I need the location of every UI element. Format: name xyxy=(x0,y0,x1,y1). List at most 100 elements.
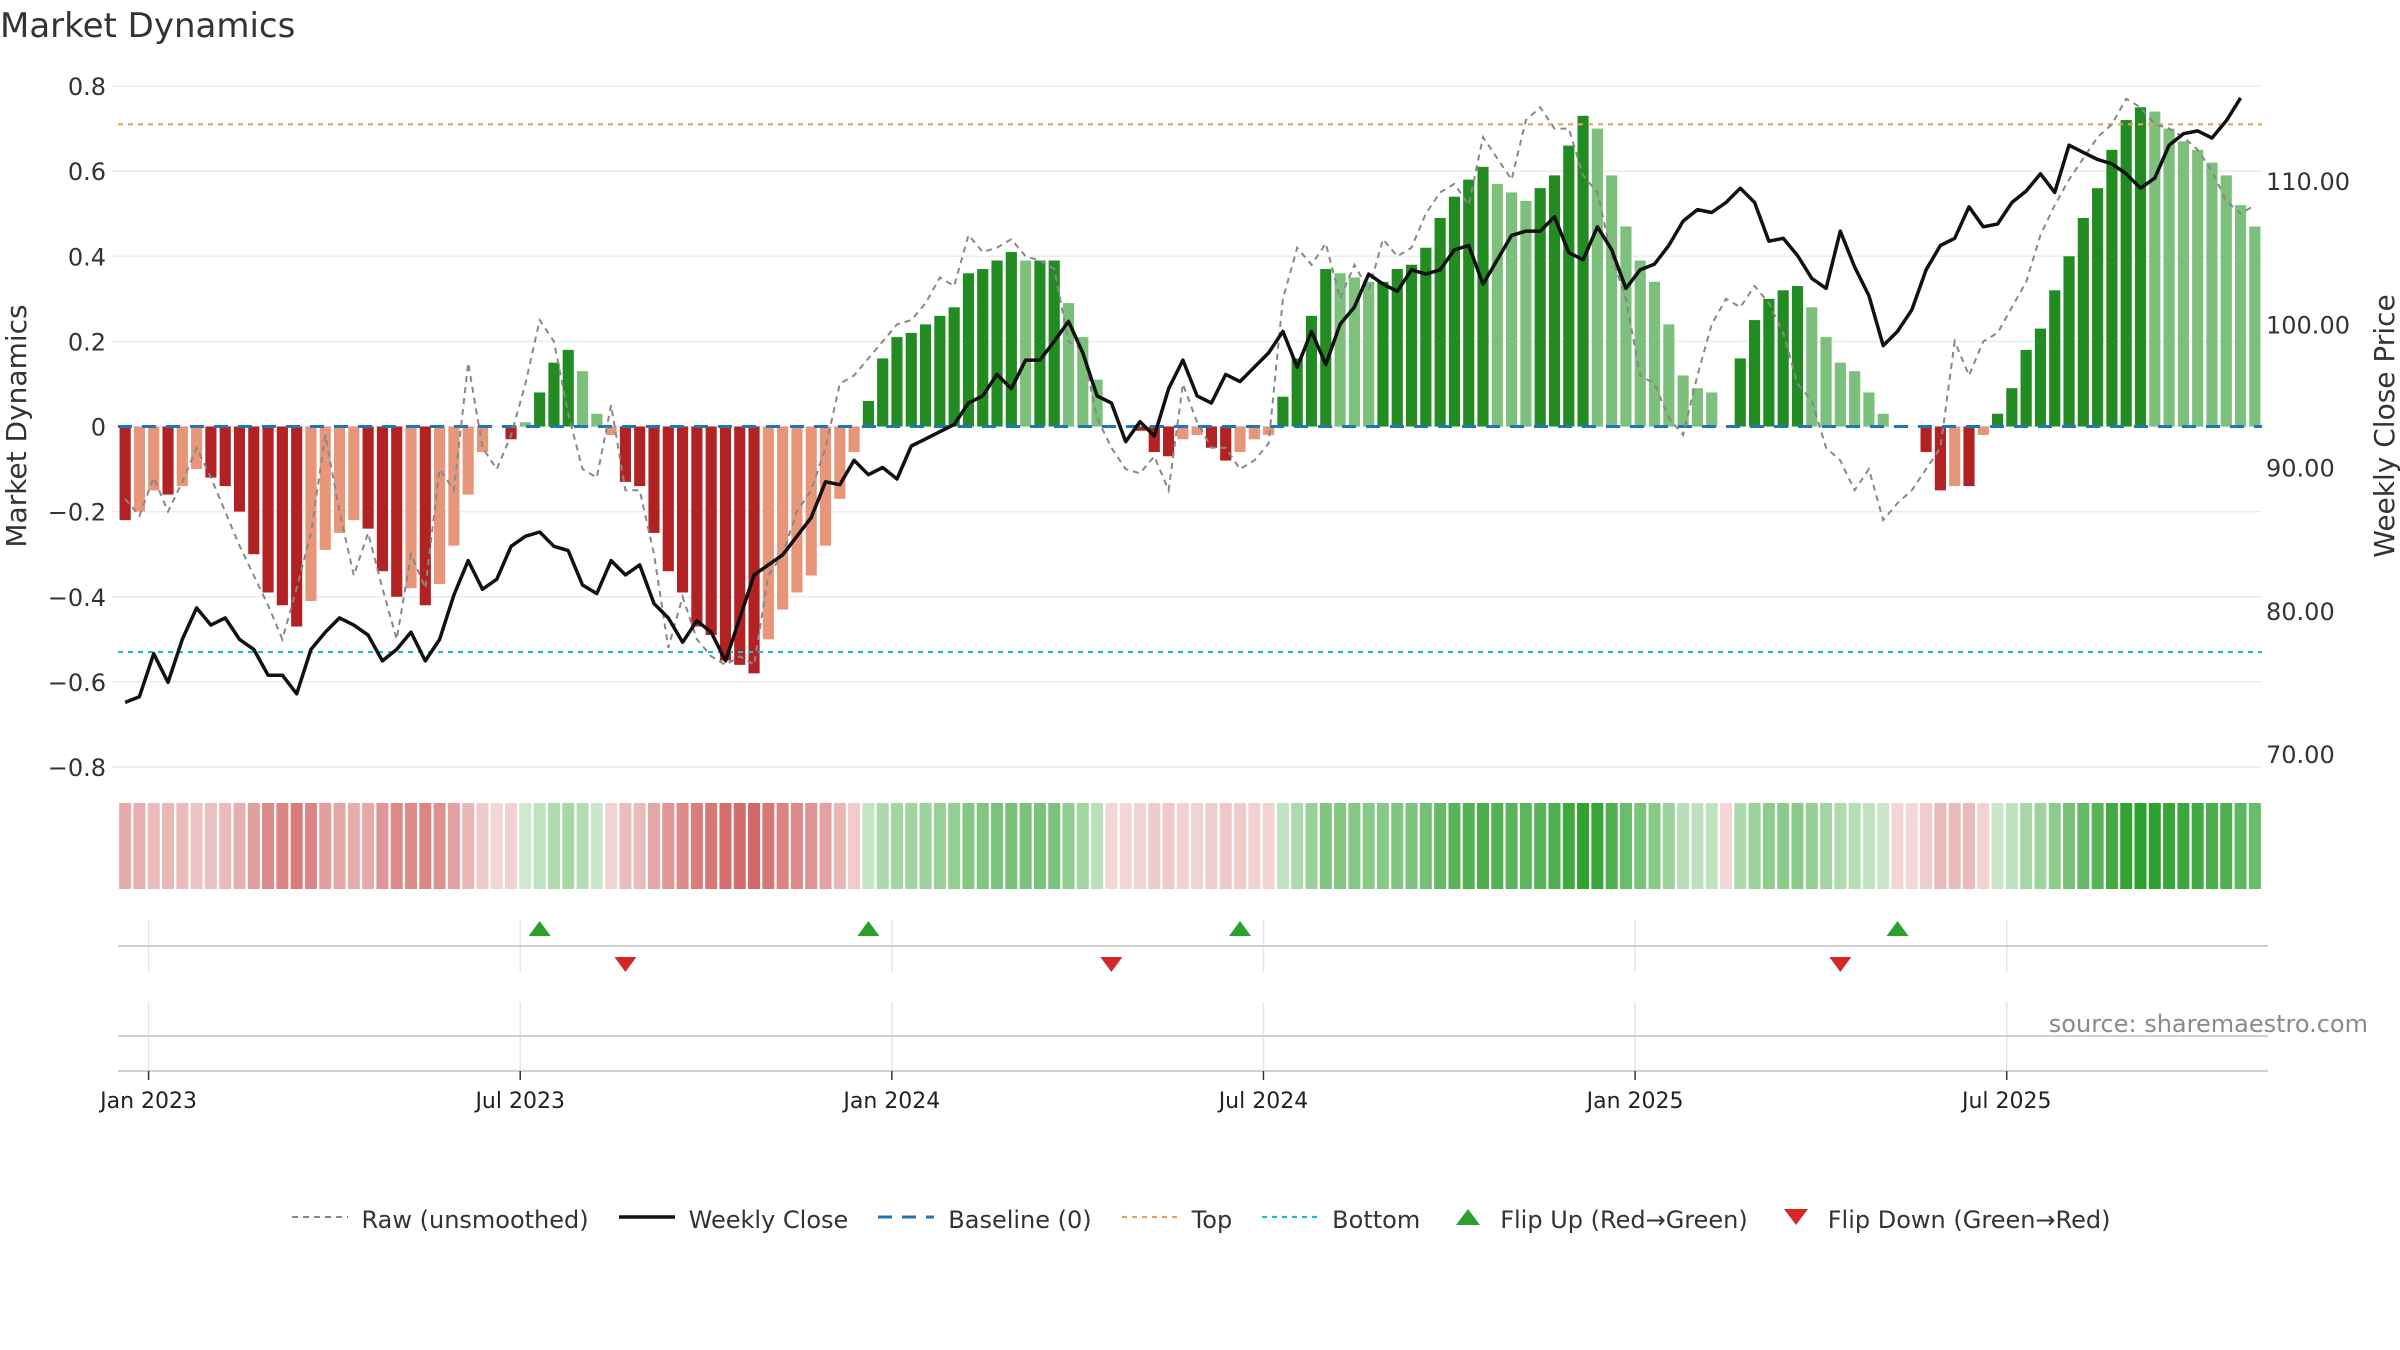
regime-cell xyxy=(1477,803,1490,889)
dynamics-bar xyxy=(2092,188,2104,427)
legend-item: Flip Down (Green→Red) xyxy=(1776,1205,2111,1235)
dynamics-bar xyxy=(1734,358,1746,427)
regime-cell xyxy=(162,803,175,889)
dynamics-bar xyxy=(219,426,231,487)
dynamics-bar xyxy=(1020,260,1032,427)
regime-cell xyxy=(690,803,703,889)
dynamics-bar xyxy=(1220,426,1232,461)
regime-cell xyxy=(1791,803,1804,889)
regime-cell xyxy=(962,803,975,889)
dynamics-bar xyxy=(805,426,817,576)
dynamics-bar xyxy=(262,426,274,593)
regime-cell xyxy=(1305,803,1318,889)
regime-cell xyxy=(862,803,875,889)
dynamics-bar xyxy=(119,426,131,521)
reference-lines xyxy=(118,123,2262,654)
dynamics-bar xyxy=(1706,392,1718,427)
dynamics-bar xyxy=(362,426,374,529)
dynamics-bar xyxy=(948,307,960,427)
dynamics-bar xyxy=(2249,226,2261,427)
legend-item: Top xyxy=(1120,1205,1232,1235)
dynamics-bar xyxy=(276,426,288,606)
legend-label: Baseline (0) xyxy=(948,1206,1092,1234)
dynamics-bar xyxy=(1834,362,1846,427)
flip-up-marker xyxy=(1886,921,1909,936)
dynamics-bar xyxy=(1806,307,1818,427)
dynamics-bar xyxy=(434,426,446,584)
dynamics-bar xyxy=(1162,426,1175,457)
dynamics-bar xyxy=(2020,349,2032,427)
regime-cell xyxy=(662,803,675,889)
legend-item: Baseline (0) xyxy=(876,1205,1092,1235)
dynamics-bar xyxy=(662,426,674,572)
dynamics-bar xyxy=(1348,277,1360,427)
dynamics-bar xyxy=(1463,179,1475,427)
weekly-close-line xyxy=(124,96,2243,705)
dynamics-bar xyxy=(634,426,646,487)
legend-symbol-icon xyxy=(1120,1205,1180,1235)
regime-cell xyxy=(1376,803,1389,889)
dynamics-bar xyxy=(905,332,917,427)
dynamics-bar xyxy=(2034,328,2047,427)
regime-cell xyxy=(1448,803,1461,889)
dynamics-bar xyxy=(1377,281,1389,427)
regime-cell xyxy=(2191,803,2204,889)
y2-tick-label: 80.00 xyxy=(2266,598,2335,626)
dynamics-bar xyxy=(548,362,560,427)
regime-cell xyxy=(805,803,818,889)
regime-cell xyxy=(1091,803,1104,889)
dynamics-bar xyxy=(1177,426,1189,440)
x-tick-label: Jan 2023 xyxy=(98,1089,197,1114)
regime-cell xyxy=(790,803,803,889)
regime-cell xyxy=(2205,803,2218,889)
dynamics-bar xyxy=(2006,388,2018,427)
dynamics-bar xyxy=(791,426,803,593)
regime-cell xyxy=(919,803,932,889)
regime-cell xyxy=(1519,803,1532,889)
dynamics-bar xyxy=(1520,200,1532,427)
dynamics-bar xyxy=(1134,426,1146,431)
dynamics-bar xyxy=(1648,281,1661,427)
dynamics-bar xyxy=(419,426,431,606)
dynamics-bar xyxy=(2077,217,2089,427)
grid xyxy=(112,85,2262,768)
dynamics-bar xyxy=(291,426,303,627)
regime-cell xyxy=(1491,803,1504,889)
y2-tick-label: 110.00 xyxy=(2266,168,2350,196)
regime-cell xyxy=(2020,803,2033,889)
regime-cell xyxy=(1033,803,1046,889)
dynamics-bar xyxy=(619,426,631,482)
dynamics-bar xyxy=(462,426,474,495)
legend-item: Weekly Close xyxy=(617,1205,848,1235)
dynamics-bar xyxy=(576,371,589,427)
flip-down-marker xyxy=(1829,957,1852,972)
legend: Raw (unsmoothed) Weekly Close Baseline (0)… xyxy=(0,1200,2400,1240)
dynamics-bar xyxy=(677,426,689,593)
legend-label: Flip Down (Green→Red) xyxy=(1827,1206,2111,1234)
dynamics-bar xyxy=(1591,128,1603,427)
dynamics-bar xyxy=(562,349,574,427)
regime-cell xyxy=(1462,803,1475,889)
regime-cell xyxy=(347,803,360,889)
regime-cell xyxy=(1348,803,1361,889)
dynamics-bar xyxy=(877,358,889,427)
regime-cell xyxy=(505,803,518,889)
regime-cell xyxy=(1334,803,1347,889)
legend-label: Flip Up (Red→Green) xyxy=(1500,1206,1748,1234)
dynamics-bar xyxy=(2177,141,2189,427)
dynamics-bar xyxy=(2149,111,2161,427)
regime-cell xyxy=(1634,803,1647,889)
regime-cell xyxy=(1848,803,1861,889)
dynamics-bar xyxy=(962,273,975,427)
regime-cell xyxy=(905,803,918,889)
regime-cell xyxy=(1548,803,1561,889)
regime-cell xyxy=(833,803,846,889)
x-tick-label: Jan 2025 xyxy=(1585,1089,1684,1114)
regime-cell xyxy=(948,803,961,889)
regime-cell xyxy=(991,803,1004,889)
dynamics-bar xyxy=(1248,426,1260,440)
y-tick-label: 0.6 xyxy=(68,158,106,186)
regime-cell xyxy=(1920,803,1933,889)
regime-cell xyxy=(1105,803,1118,889)
dynamics-bar xyxy=(1448,196,1461,427)
